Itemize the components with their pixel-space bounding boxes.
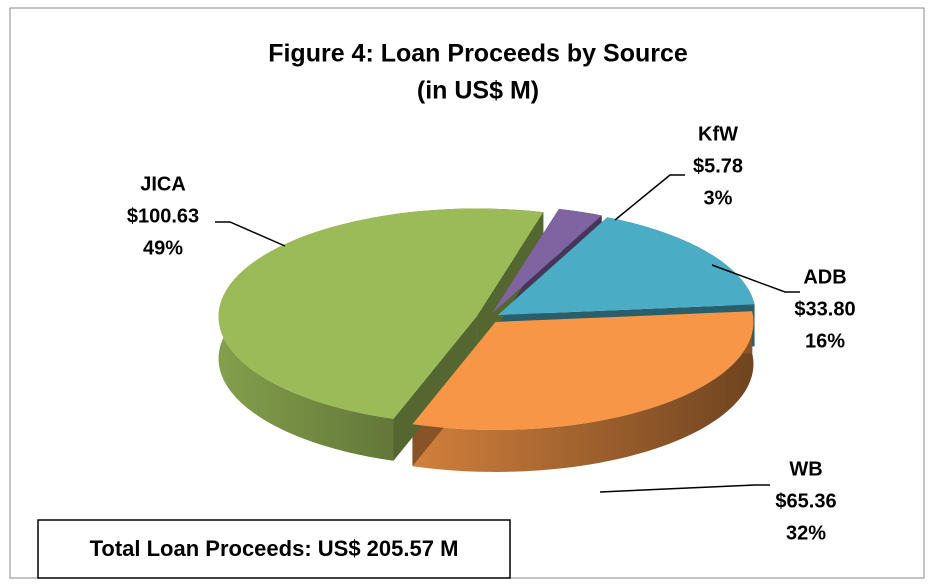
slice xyxy=(492,208,602,314)
pie xyxy=(218,208,755,472)
slice-label: ADB xyxy=(803,266,846,288)
leader-line xyxy=(215,221,286,247)
leader-line xyxy=(599,484,770,493)
data-labels: KfW $5.78 3% ADB $33.80 16% WB $65.36 32% JICA $10… xyxy=(127,123,856,544)
slice-label: KfW xyxy=(698,123,738,145)
slice xyxy=(497,217,755,316)
slice-wall xyxy=(393,316,477,461)
annotation: Total Loan Proceeds: US$ 205.57 M xyxy=(90,536,459,561)
value-label: $33.80 xyxy=(794,298,855,320)
percent-label: 3% xyxy=(704,187,733,209)
value-label: $100.63 xyxy=(127,205,199,227)
chart-title: Figure 4: Loan Proceeds by Source xyxy=(268,40,688,68)
annotation-box xyxy=(37,519,511,579)
slice-label: JICA xyxy=(140,173,186,195)
chart-subtitle: (in US$ M) xyxy=(417,77,539,105)
slice-wall xyxy=(476,212,544,359)
value-label: $65.36 xyxy=(775,490,836,512)
slice-side xyxy=(412,311,754,472)
slice xyxy=(218,208,544,419)
slice xyxy=(412,311,754,430)
leader-line xyxy=(614,174,685,221)
leader-line xyxy=(711,264,800,293)
slice-label: WB xyxy=(789,458,822,480)
percent-label: 49% xyxy=(143,237,183,259)
value-label: $5.78 xyxy=(693,155,743,177)
percent-label: 32% xyxy=(786,522,826,544)
percent-label: 16% xyxy=(805,330,845,352)
